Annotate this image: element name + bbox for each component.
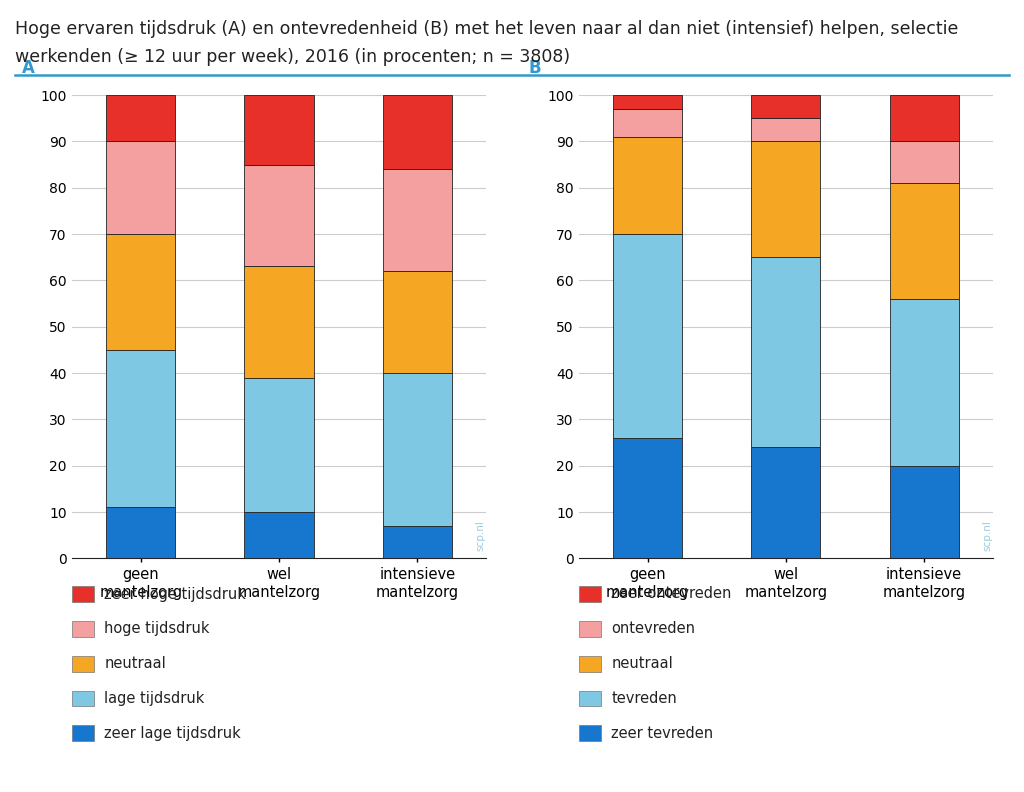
Bar [752, 141, 820, 257]
Bar [752, 95, 820, 118]
Bar [752, 257, 820, 447]
Bar [383, 95, 452, 169]
Bar [245, 378, 313, 512]
Bar [890, 141, 958, 183]
Bar [613, 95, 682, 109]
Bar [613, 109, 682, 137]
Bar [752, 447, 820, 558]
Bar [613, 137, 682, 234]
Bar [890, 299, 958, 466]
Text: tevreden: tevreden [611, 691, 677, 706]
Bar [106, 141, 175, 234]
Bar [245, 266, 313, 378]
Text: scp.nl: scp.nl [476, 520, 485, 551]
Text: zeer tevreden: zeer tevreden [611, 726, 714, 741]
Bar [890, 183, 958, 299]
Text: scp.nl: scp.nl [983, 520, 992, 551]
Text: ontevreden: ontevreden [611, 622, 695, 636]
Bar [383, 373, 452, 526]
Text: Hoge ervaren tijdsdruk (A) en ontevredenheid (B) met het leven naar al dan niet : Hoge ervaren tijdsdruk (A) en ontevreden… [15, 20, 958, 38]
Bar [106, 508, 175, 558]
Bar [383, 271, 452, 373]
Bar [106, 95, 175, 141]
Text: A: A [22, 59, 35, 77]
Bar [752, 118, 820, 141]
Text: lage tijdsdruk: lage tijdsdruk [104, 691, 205, 706]
Bar [613, 438, 682, 558]
Text: B: B [528, 59, 542, 77]
Bar [245, 95, 313, 165]
Bar [245, 512, 313, 558]
Text: hoge tijdsdruk: hoge tijdsdruk [104, 622, 210, 636]
Bar [106, 234, 175, 350]
Text: zeer lage tijdsdruk: zeer lage tijdsdruk [104, 726, 242, 741]
Text: zeer ontevreden: zeer ontevreden [611, 587, 732, 601]
Bar [890, 466, 958, 558]
Text: werkenden (≥ 12 uur per week), 2016 (in procenten; n = 3808): werkenden (≥ 12 uur per week), 2016 (in … [15, 48, 570, 66]
Bar [890, 95, 958, 141]
Bar [383, 169, 452, 271]
Text: neutraal: neutraal [104, 657, 166, 671]
Bar [383, 526, 452, 558]
Bar [613, 234, 682, 438]
Bar [245, 165, 313, 266]
Text: neutraal: neutraal [611, 657, 673, 671]
Bar [106, 350, 175, 508]
Text: zeer hoge tijdsdruk: zeer hoge tijdsdruk [104, 587, 247, 601]
